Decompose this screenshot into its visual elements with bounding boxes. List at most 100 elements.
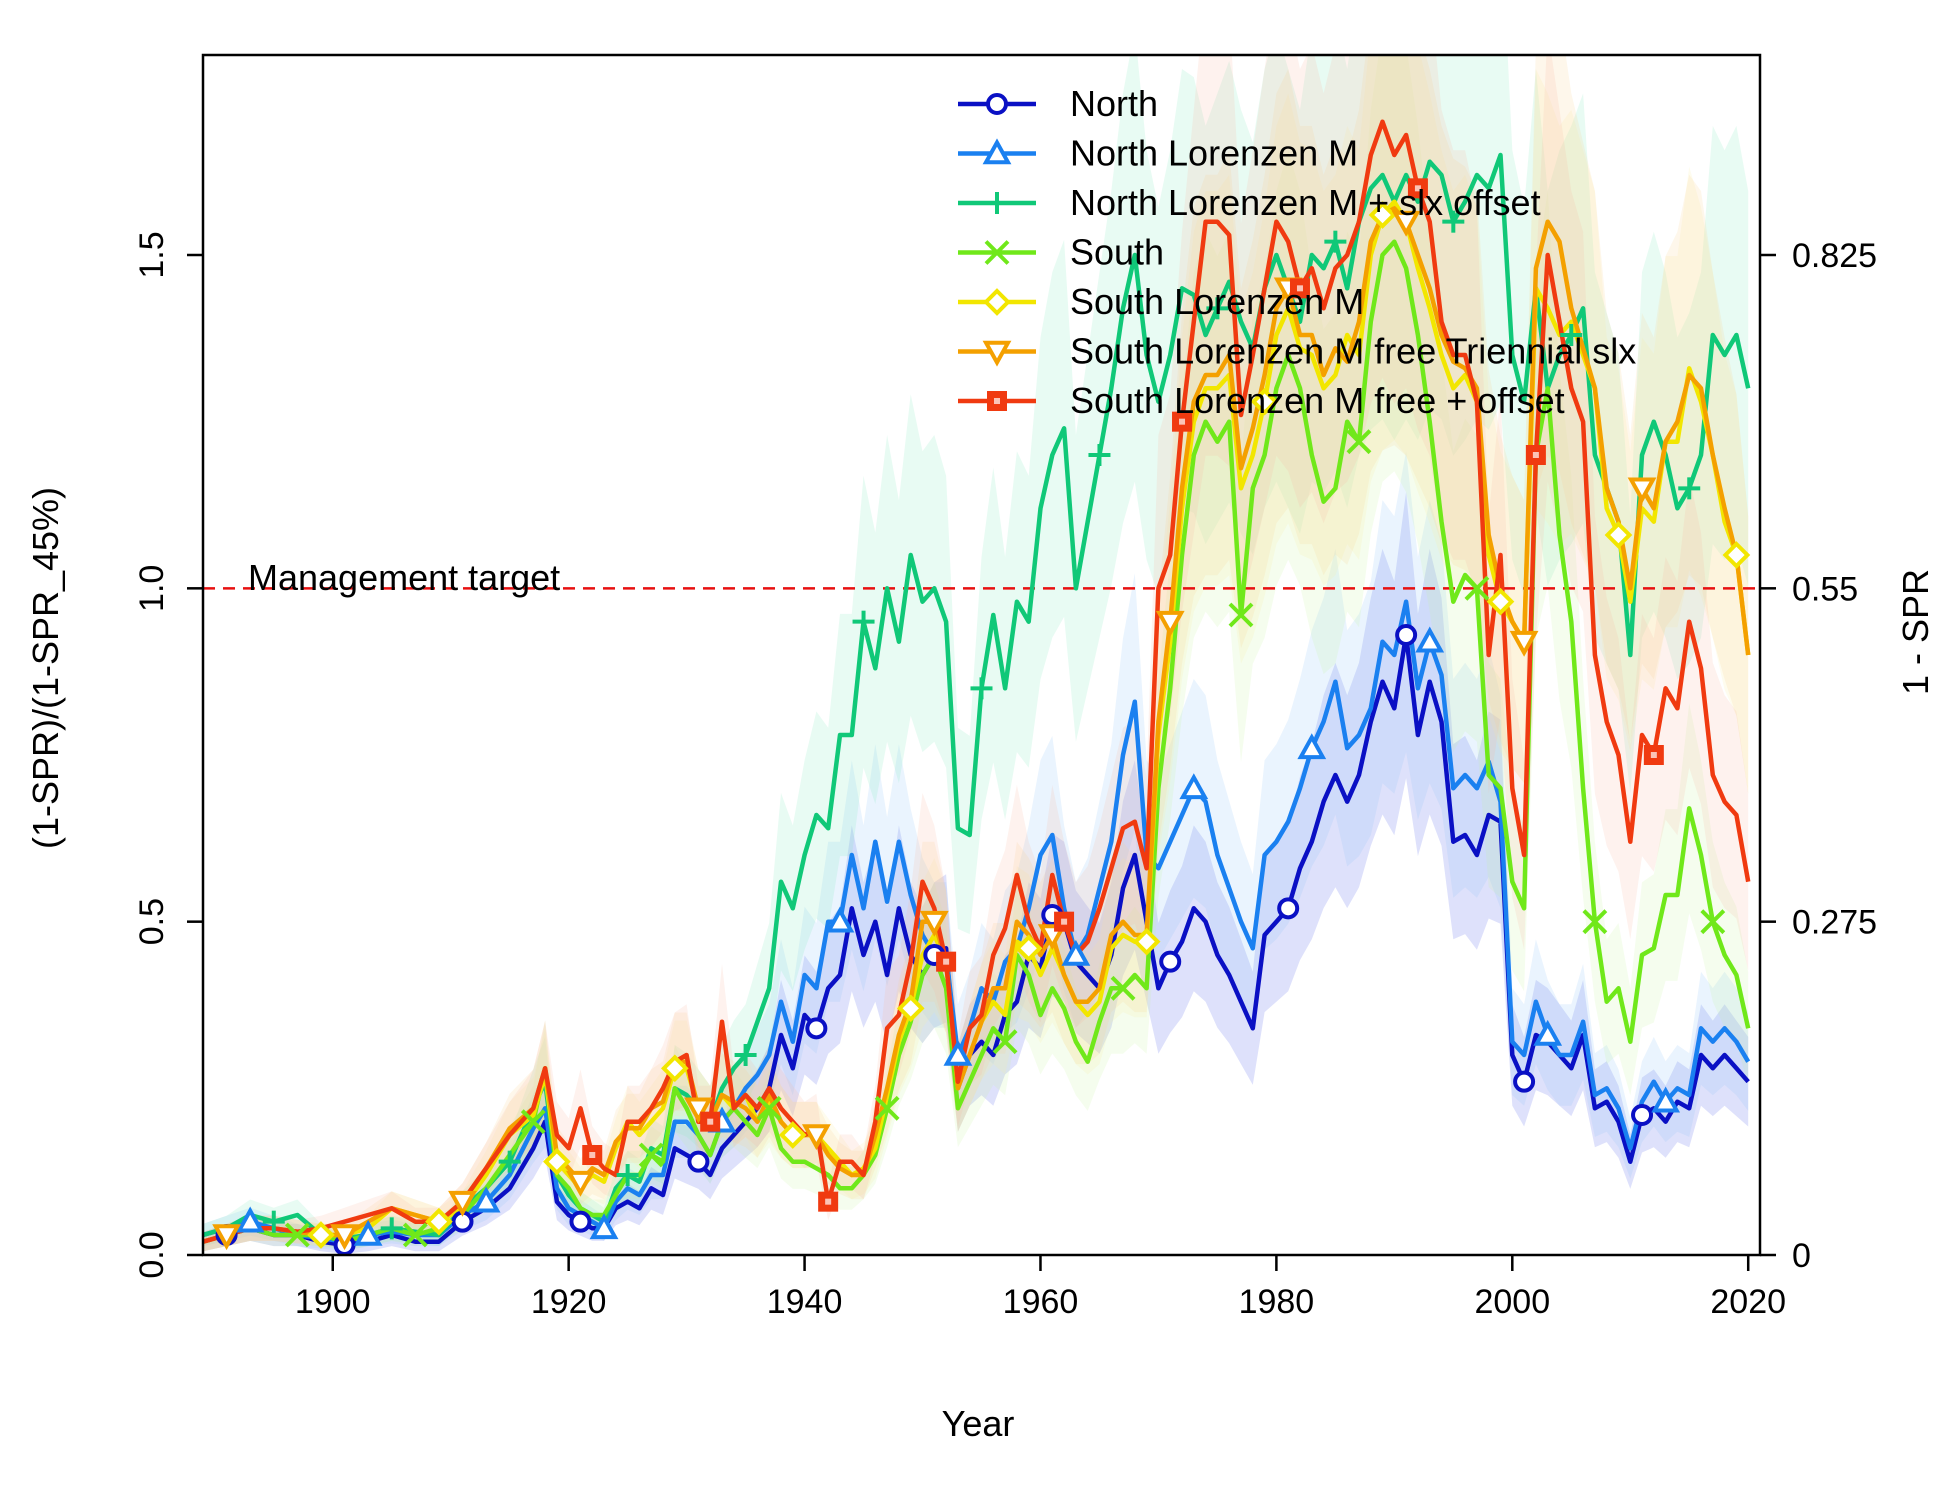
legend-marker-south <box>984 240 1010 265</box>
y-axis-label: (1-SPR)/(1-SPR_45%) <box>25 487 66 849</box>
band-south-lorenzen-m-free-offset <box>203 55 1749 1252</box>
marker-south-lorenzen-m-1899 <box>307 1221 335 1249</box>
marker-north-lorenzen-m-slx-offset-1915 <box>498 1150 521 1173</box>
band-south <box>203 55 1749 1252</box>
legend-item-south-lorenzen-m: South Lorenzen M <box>958 281 1364 322</box>
marker-south-1987 <box>1346 429 1372 455</box>
marker-south-lorenzen-m-free-offset-2002 <box>1525 445 1546 465</box>
marker-north-lorenzen-m-slx-offset-1895 <box>262 1210 285 1233</box>
marker-north-lorenzen-m-slx-offset-1955 <box>970 677 993 700</box>
marker-south-lorenzen-m-free-offset-1982 <box>1289 278 1310 299</box>
marker-south-lorenzen-m-free-triennial-slx-1921 <box>566 1170 595 1197</box>
legend-label-south-lorenzen-m-free-triennial-slx: South Lorenzen M free Triennial slx <box>1070 331 1636 372</box>
marker-south-lorenzen-m-free-triennial-slx-1911 <box>448 1190 477 1217</box>
legend-item-south-lorenzen-m-free-offset: South Lorenzen M free + offset <box>958 380 1565 421</box>
marker-south-lorenzen-m-free-triennial-slx-1941 <box>801 1124 831 1151</box>
x-tick-label-1980: 1980 <box>1239 1283 1315 1321</box>
marker-south-1997 <box>1464 575 1490 601</box>
y-tick-label-0.5: 0.5 <box>133 898 171 945</box>
band-north-lorenzen-m-slx-offset <box>203 55 1749 1249</box>
marker-north-lorenzen-m-slx-offset-1985 <box>1324 230 1347 253</box>
marker-north-lorenzen-m-2013 <box>1651 1086 1681 1113</box>
series-markers <box>212 178 1751 1256</box>
marker-south-lorenzen-m-free-triennial-slx-1971 <box>1155 610 1185 637</box>
confidence-bands <box>203 55 1749 1254</box>
marker-south-lorenzen-m-1979 <box>1250 387 1279 416</box>
marker-south-1977 <box>1228 602 1254 628</box>
legend-label-south: South <box>1070 232 1164 273</box>
x-tick-label-2000: 2000 <box>1474 1283 1550 1321</box>
y2-tick-label-0.275: 0.275 <box>1792 904 1877 942</box>
marker-south-1957 <box>992 1029 1018 1055</box>
marker-north-lorenzen-m-1923 <box>589 1213 619 1240</box>
marker-north-1991 <box>1395 624 1418 646</box>
marker-south-lorenzen-m-1939 <box>778 1121 807 1149</box>
marker-north-lorenzen-m-slx-offset-1995 <box>1442 210 1465 233</box>
marker-north-1921 <box>569 1210 592 1233</box>
marker-north-lorenzen-m-1993 <box>1415 626 1445 653</box>
marker-north-1981 <box>1277 897 1300 920</box>
band-south-lorenzen-m-free-triennial-slx <box>203 55 1749 1252</box>
marker-south-lorenzen-m-free-offset-2012 <box>1643 745 1664 765</box>
marker-north-2001 <box>1513 1070 1536 1093</box>
legend-label-north: North <box>1070 83 1158 124</box>
marker-south-lorenzen-m-free-triennial-slx-1931 <box>684 1097 713 1124</box>
marker-south-lorenzen-m-1969 <box>1132 927 1161 956</box>
legend-label-north-lorenzen-m: North Lorenzen M <box>1070 133 1358 174</box>
legend-item-north-lorenzen-m: North Lorenzen M <box>958 133 1358 174</box>
marker-south-lorenzen-m-1909 <box>425 1207 453 1236</box>
marker-south-lorenzen-m-free-triennial-slx-1891 <box>212 1224 241 1251</box>
legend-marker-north-lorenzen-m <box>982 138 1012 165</box>
band-north <box>203 491 1749 1254</box>
marker-north-lorenzen-m-1953 <box>943 1039 973 1066</box>
legend-label-north-lorenzen-m-slx-offset: North Lorenzen M + slx offset <box>1070 182 1541 223</box>
marker-south-1927 <box>638 1142 664 1168</box>
marker-south-1967 <box>1110 975 1136 1001</box>
y-tick-label-1.0: 1.0 <box>133 565 171 612</box>
legend-item-north-lorenzen-m-slx-offset: North Lorenzen M + slx offset <box>958 182 1541 223</box>
marker-south-lorenzen-m-free-triennial-slx-2001 <box>1509 630 1539 657</box>
marker-south-lorenzen-m-2009 <box>1604 521 1633 549</box>
y2-axis-label: 1 - SPR <box>1895 569 1936 695</box>
marker-south-1937 <box>756 1095 782 1121</box>
y2-tick-label-0: 0 <box>1792 1237 1811 1275</box>
marker-north-lorenzen-m-slx-offset-1925 <box>616 1164 639 1186</box>
legend-item-north: North <box>958 83 1158 124</box>
marker-north-lorenzen-m-slx-offset-1965 <box>1088 444 1111 466</box>
marker-south-lorenzen-m-free-offset-1992 <box>1407 178 1428 199</box>
x-tick-label-2020: 2020 <box>1710 1283 1786 1321</box>
y-tick-label-0.0: 0.0 <box>133 1231 171 1278</box>
marker-north-lorenzen-m-slx-offset-2005 <box>1560 324 1583 346</box>
marker-south-lorenzen-m-1999 <box>1486 587 1515 616</box>
marker-south-2017 <box>1700 909 1726 935</box>
marker-north-lorenzen-m-2003 <box>1533 1019 1563 1046</box>
marker-north-lorenzen-m-1913 <box>471 1186 501 1213</box>
legend-label-south-lorenzen-m: South Lorenzen M <box>1070 281 1364 322</box>
legend-marker-south-lorenzen-m-free-triennial-slx <box>982 340 1012 367</box>
marker-south-1897 <box>284 1222 310 1248</box>
line-north-lorenzen-m-slx-offset <box>203 152 1751 1241</box>
marker-south-lorenzen-m-free-offset-1932 <box>700 1111 721 1132</box>
marker-south-lorenzen-m-free-offset-1952 <box>936 951 957 972</box>
marker-north-1931 <box>687 1150 710 1173</box>
marker-north-lorenzen-m-1903 <box>353 1219 383 1246</box>
marker-south-lorenzen-m-2019 <box>1722 541 1751 569</box>
marker-south-lorenzen-m-1919 <box>543 1147 571 1176</box>
marker-south-lorenzen-m-1989 <box>1368 201 1397 229</box>
marker-north-lorenzen-m-slx-offset-1935 <box>734 1044 757 1066</box>
y2-tick-label-0.825: 0.825 <box>1792 237 1877 275</box>
marker-south-lorenzen-m-free-offset-1972 <box>1172 411 1193 432</box>
marker-south-1907 <box>402 1222 428 1248</box>
legend-marker-north <box>986 93 1008 115</box>
legend-marker-south-lorenzen-m <box>983 288 1011 316</box>
marker-north-lorenzen-m-1963 <box>1061 939 1091 966</box>
marker-north-2011 <box>1631 1104 1654 1126</box>
marker-south-lorenzen-m-free-offset-1922 <box>582 1145 603 1165</box>
y-tick-label-1.5: 1.5 <box>133 231 171 278</box>
x-tick-label-1900: 1900 <box>295 1283 371 1321</box>
marker-south-lorenzen-m-free-triennial-slx-1991 <box>1391 210 1421 237</box>
marker-north-1971 <box>1159 950 1182 973</box>
marker-south-lorenzen-m-free-triennial-slx-2011 <box>1627 477 1657 504</box>
marker-south-lorenzen-m-1959 <box>1014 934 1043 963</box>
